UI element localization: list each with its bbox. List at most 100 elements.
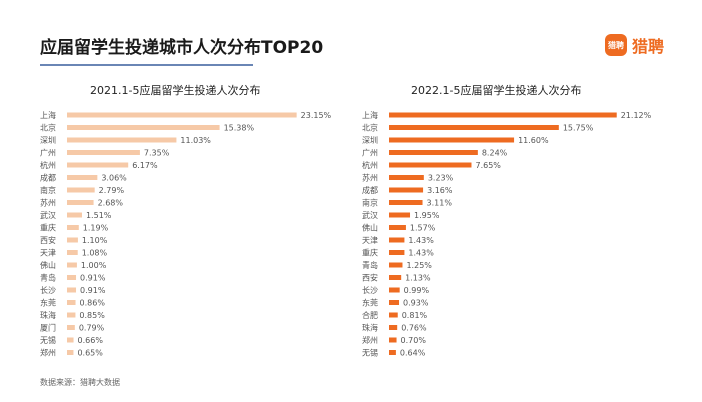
chart-2022-bar (389, 125, 559, 130)
chart-2022-value-label: 3.16% (427, 186, 453, 195)
chart-2022-category-label: 长沙 (362, 285, 378, 295)
chart-2022-bar (389, 187, 424, 193)
chart-2021-bar (67, 312, 76, 318)
chart-2021-category-label: 佛山 (40, 260, 56, 270)
chart-2021-bar (67, 200, 94, 205)
chart-2021-value-label: 0.91% (80, 286, 106, 295)
chart-2021-bar (67, 275, 77, 280)
chart-2021-bar (67, 137, 177, 143)
chart-2021-category-label: 上海 (40, 110, 56, 120)
chart-2022-bar (389, 162, 472, 168)
chart-2022-category-label: 深圳 (362, 135, 378, 145)
chart-2022-bar (389, 225, 406, 230)
chart-2022-category-label: 重庆 (362, 248, 378, 258)
chart-2022-category-label: 青岛 (362, 260, 378, 270)
chart-2021-value-label: 0.66% (78, 336, 104, 345)
chart-2021-bar (67, 300, 76, 305)
chart-2021-category-label: 天津 (40, 248, 56, 258)
chart-2021-bar (67, 225, 79, 230)
chart-2021-bar (67, 112, 297, 118)
chart-2021-value-label: 0.85% (79, 311, 105, 320)
title-underline (40, 64, 253, 66)
chart-2021-category-label: 厦门 (40, 323, 56, 333)
chart-2021-value-label: 1.10% (82, 236, 108, 245)
chart-2022-value-label: 0.81% (402, 311, 428, 320)
chart-2021-value-label: 15.38% (224, 124, 255, 133)
chart-2021-bar (67, 175, 98, 180)
chart-2021-bar (67, 250, 78, 255)
chart-2022-value-label: 1.13% (405, 274, 431, 283)
chart-2022-bar (389, 250, 405, 255)
chart-2022-bar (389, 137, 515, 143)
chart-2022-bar (389, 300, 400, 305)
chart-2021-value-label: 0.91% (80, 274, 106, 283)
chart-2022-bar (389, 262, 403, 268)
chart-2022-value-label: 1.25% (406, 261, 432, 270)
chart-2022-value-label: 0.99% (404, 286, 430, 295)
chart-2021-value-label: 1.19% (83, 224, 109, 233)
chart-2022-bar (389, 312, 398, 318)
liepin-logo: 猎聘 猎聘 (605, 33, 664, 57)
chart-2022-bar (389, 212, 411, 218)
chart-2021-value-label: 0.79% (79, 324, 105, 333)
chart-2022-value-label: 0.76% (401, 324, 427, 333)
data-source-note: 数据来源：猎聘大数据 (40, 378, 120, 387)
chart-2021-value-label: 1.08% (82, 249, 108, 258)
chart-2021-bar (67, 125, 220, 130)
logo-badge-icon: 猎聘 (605, 34, 627, 56)
chart-2021-category-label: 成都 (40, 173, 56, 183)
chart-2021-value-label: 11.03% (180, 136, 211, 145)
chart-2022-value-label: 0.93% (403, 299, 429, 308)
chart-2022-value-label: 1.43% (408, 236, 434, 245)
chart-2021-category-label: 杭州 (40, 160, 56, 170)
chart-2021-category-label: 长沙 (40, 285, 56, 295)
chart-2022-bar (389, 337, 397, 343)
chart-2021-category-label: 武汉 (40, 210, 56, 220)
chart-2022-value-label: 15.75% (563, 124, 594, 133)
chart-2022-bar (389, 112, 617, 118)
chart-2022-bar (389, 200, 423, 205)
chart-2022-category-label: 广州 (362, 148, 378, 158)
chart-2022-category-label: 苏州 (362, 173, 378, 183)
chart-2021-value-label: 23.15% (301, 111, 332, 120)
chart-2022-category-label: 东莞 (362, 298, 378, 308)
chart-2021-value-label: 3.06% (101, 174, 127, 183)
chart-2021-bar (67, 150, 140, 155)
chart-2022-bar (389, 237, 405, 243)
chart-2021-bar (67, 237, 78, 243)
chart-2022-bar (389, 275, 402, 280)
chart-2022-category-label: 南京 (362, 198, 378, 208)
chart-2021-value-label: 0.86% (80, 299, 106, 308)
chart-2021-bar (67, 212, 82, 218)
chart-2022-value-label: 1.95% (414, 211, 440, 220)
chart-2022-category-label: 上海 (362, 110, 378, 120)
chart-2022-value-label: 1.57% (410, 224, 436, 233)
chart-2022-value-label: 3.11% (427, 199, 453, 208)
chart-2022-value-label: 0.70% (401, 336, 427, 345)
chart-2022-category-label: 郑州 (362, 335, 378, 345)
chart-2021-bar (67, 287, 77, 293)
chart-2021-category-label: 深圳 (40, 135, 56, 145)
chart-2021-value-label: 6.17% (132, 161, 158, 170)
chart-2021-category-label: 郑州 (40, 348, 56, 358)
chart-2022-category-label: 武汉 (362, 210, 378, 220)
chart-2022-bar (389, 287, 400, 293)
chart-2021: 上海 23.15% 北京 15.38% 深圳 11.03% 广州 7.35% 杭州 6.17% 成都… (40, 110, 332, 358)
chart-2022-category-label: 北京 (362, 123, 378, 133)
chart-2022-value-label: 11.60% (518, 136, 549, 145)
chart-2022-category-label: 无锡 (362, 349, 378, 358)
chart-2021-category-label: 苏州 (40, 198, 56, 208)
chart-2021-category-label: 重庆 (40, 223, 56, 233)
chart-2021-title: 2021.1-5应届留学生投递人次分布 (90, 84, 261, 97)
chart-2022-value-label: 8.24% (482, 149, 508, 158)
chart-2022-value-label: 1.43% (408, 249, 434, 258)
logo-text: 猎聘 (632, 37, 665, 56)
chart-2021-value-label: 2.79% (99, 186, 125, 195)
chart-2022-category-label: 珠海 (362, 323, 378, 333)
chart-2021-category-label: 无锡 (40, 336, 56, 345)
chart-2021-value-label: 7.35% (144, 149, 170, 158)
chart-2022-category-label: 成都 (362, 185, 378, 195)
chart-2021-bar (67, 262, 77, 268)
chart-2021-bar (67, 350, 74, 355)
chart-2022-value-label: 3.23% (428, 174, 454, 183)
